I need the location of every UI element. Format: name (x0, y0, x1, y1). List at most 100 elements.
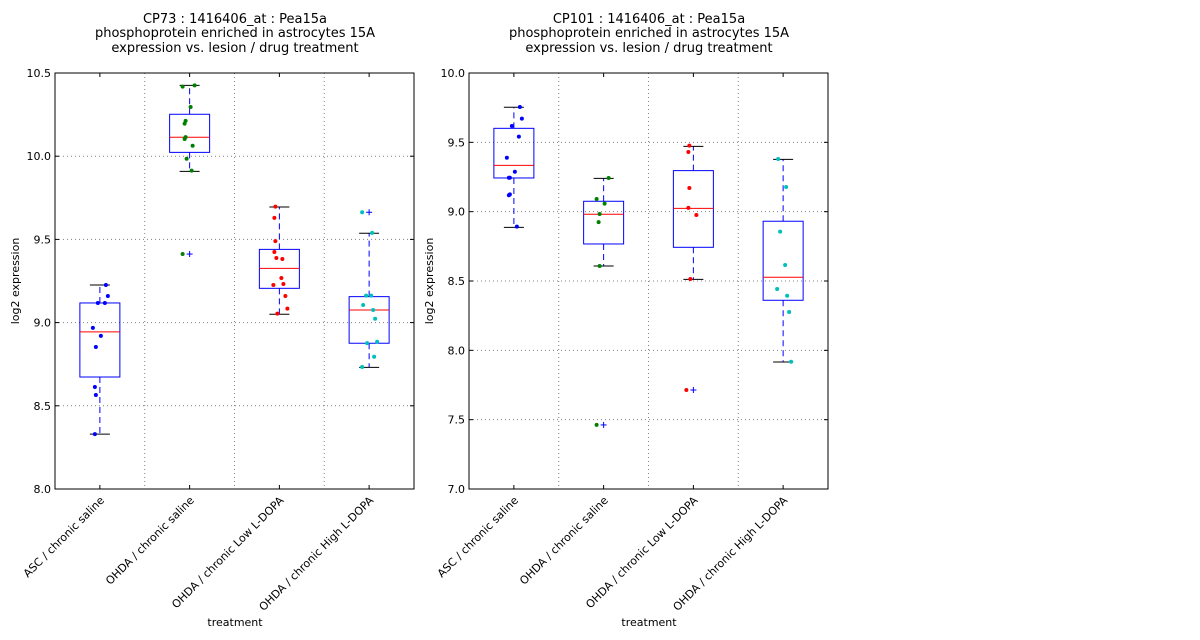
data-point (506, 193, 511, 198)
data-point (686, 150, 691, 155)
y-tick-label: 9.5 (34, 233, 52, 246)
data-point (370, 230, 375, 235)
data-point (361, 302, 366, 307)
y-tick-label: 9.0 (34, 317, 52, 330)
data-point (375, 339, 380, 344)
y-tick-label: 7.0 (448, 483, 466, 496)
data-point (285, 306, 290, 311)
data-point (504, 155, 509, 160)
y-axis-label: log2 expression (9, 238, 22, 325)
data-point (93, 392, 98, 397)
y-tick-label: 9.0 (448, 206, 466, 219)
data-point (280, 257, 285, 262)
data-point (180, 84, 185, 89)
data-point (90, 325, 95, 330)
x-axis-label: treatment (621, 616, 677, 629)
chart-title-line-3: expression vs. lesion / drug treatment (111, 41, 358, 56)
chart-title-line-2: phosphoprotein enriched in astrocytes 15… (95, 26, 375, 41)
y-axis-label: log2 expression (423, 238, 436, 325)
data-point (105, 293, 110, 298)
data-point (279, 276, 284, 281)
data-point (272, 250, 277, 255)
data-point (687, 185, 692, 190)
plot-frame (54, 72, 415, 490)
y-tick-label: 10.5 (27, 67, 52, 80)
chart-title-line-1: CP73 : 1416406_at : Pea15a (143, 12, 327, 27)
data-point (775, 287, 780, 292)
data-point (274, 256, 279, 261)
data-point (275, 311, 280, 316)
chart-panel-cp101: CP101 : 1416406_at : Pea15a phosphoprote… (423, 12, 829, 629)
data-point (371, 307, 376, 312)
data-point (597, 264, 602, 269)
y-tick-label: 8.0 (448, 344, 466, 357)
data-point (694, 212, 699, 217)
data-point (369, 293, 374, 298)
data-point (778, 229, 783, 234)
data-point (597, 212, 602, 217)
data-point (372, 354, 377, 359)
chart-title-line-3: expression vs. lesion / drug treatment (525, 41, 772, 56)
iqr-box (672, 170, 714, 248)
data-point (360, 210, 365, 215)
data-point (281, 281, 286, 286)
data-point (594, 197, 599, 202)
data-point (373, 316, 378, 321)
data-point (189, 168, 194, 173)
iqr-box (583, 200, 625, 245)
data-point (602, 201, 607, 206)
data-point (519, 116, 524, 121)
data-point (98, 333, 103, 338)
iqr-box (79, 302, 121, 378)
data-point (688, 277, 693, 282)
data-point (92, 432, 97, 437)
data-point (776, 156, 781, 161)
y-tick-label: 7.5 (448, 414, 466, 427)
iqr-box (762, 220, 804, 301)
data-point (785, 293, 790, 298)
chart-panel-cp73: CP73 : 1416406_at : Pea15a phosphoprotei… (9, 12, 415, 629)
data-point (102, 300, 107, 305)
data-point (594, 422, 599, 427)
x-category-label: ASC / chronic saline (21, 494, 107, 580)
y-tick-label: 9.5 (448, 136, 466, 149)
x-axis-label: treatment (207, 616, 263, 629)
iqr-box (169, 113, 211, 153)
data-point (686, 205, 691, 210)
data-point (283, 293, 288, 298)
data-point (509, 123, 514, 128)
x-category-label: OHDA / chronic saline (517, 494, 611, 588)
data-point (365, 341, 370, 346)
data-point (92, 384, 97, 389)
data-point (783, 263, 788, 268)
y-tick-label: 10.0 (441, 67, 466, 80)
x-category-label: ASC / chronic saline (435, 494, 521, 580)
data-point (182, 137, 187, 142)
data-point (188, 104, 193, 109)
data-point (684, 387, 689, 392)
y-tick-label: 8.0 (34, 483, 52, 496)
data-point (506, 175, 511, 180)
data-point (787, 310, 792, 315)
data-point (184, 156, 189, 161)
chart-title-line-2: phosphoprotein enriched in astrocytes 15… (509, 26, 789, 41)
data-point (273, 204, 278, 209)
data-point (190, 143, 195, 148)
data-point (606, 175, 611, 180)
data-point (514, 224, 519, 229)
data-point (271, 282, 276, 287)
y-tick-label: 8.5 (34, 400, 52, 413)
data-point (360, 365, 365, 370)
data-point (180, 252, 185, 257)
data-point (596, 220, 601, 225)
data-point (182, 121, 187, 126)
data-point (192, 83, 197, 88)
y-tick-label: 10.0 (27, 150, 52, 163)
data-point (784, 184, 789, 189)
data-point (687, 143, 692, 148)
iqr-box (348, 296, 390, 344)
chart-title-line-1: CP101 : 1416406_at : Pea15a (553, 12, 745, 27)
data-point (364, 293, 369, 298)
data-point (512, 169, 517, 174)
